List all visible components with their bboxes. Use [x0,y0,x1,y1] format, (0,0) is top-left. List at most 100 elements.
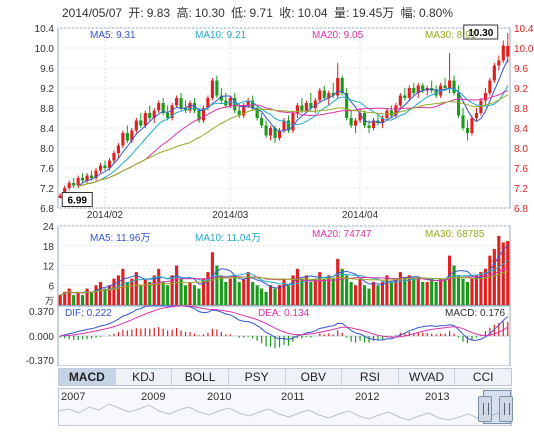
price-tick-label-left: 8.8 [40,104,54,115]
volume-bar [349,281,353,305]
candle-body [125,133,129,141]
low-value: 9.71 [249,6,273,20]
price-panel: 10.4 10.4 10.0 10.0 9.6 9.6 9.2 9.2 8.8 8.8 8.4 8.4… [35,24,534,221]
candle-body [345,93,349,118]
tab-rsi[interactable]: RSI [342,369,399,385]
candle-body [465,128,470,133]
volume-bar [269,285,273,305]
price-tick-label-left: 7.6 [40,164,54,175]
candle-body [116,145,120,153]
volume-bar [389,281,393,305]
volume-bar [286,285,291,305]
volume-bar [277,285,282,305]
close-label: 收: [279,6,295,20]
candle-body [456,93,461,116]
navigator-left-handle[interactable] [478,396,492,422]
candle-body [309,103,313,108]
price-tick-label-right: 9.2 [514,84,528,95]
change-label: 幅: [400,6,416,20]
candle-body [380,118,385,123]
volume-bar [125,281,129,305]
macd-panel: 0.370 0.000 -0.370 [26,305,510,366]
candle-body [277,130,282,138]
tab-wvad[interactable]: WVAD [399,369,456,385]
volume-bar [331,278,335,305]
tab-kdj[interactable]: KDJ [116,369,173,385]
volume-bar [264,291,268,305]
price-tick-label-right: 9.6 [514,64,528,75]
stock-chart[interactable]: 10.4 10.4 10.0 10.0 9.6 9.6 9.2 9.2 8.8 8.8 8.4 8.4… [0,0,534,366]
candle-body [219,95,223,101]
tab-obv[interactable]: OBV [286,369,343,385]
volume-bar [322,278,326,305]
tab-cci[interactable]: CCI [472,370,494,384]
volume-bar [152,275,156,305]
volume-bar [371,281,376,305]
volume-bar [492,249,496,305]
candle-body [506,46,510,57]
macd-tick-label: -0.370 [26,356,55,366]
candle-body [166,113,170,118]
candle-body [304,103,308,111]
volume-bar [183,285,188,305]
tab-macd[interactable]: MACD [59,369,116,385]
candle-body [103,165,107,168]
volume-bar [81,295,85,305]
nav-year-label: 2011 [281,391,305,403]
volume-bar [479,272,483,305]
price-ma10-line [78,85,509,187]
volume-bar [179,278,183,305]
price-tick-label-left: 10.4 [35,24,55,35]
volume-bar [304,275,308,305]
volume-bar [246,272,250,305]
candle-body [215,80,219,96]
candle-body [170,105,174,118]
volume-bar [483,268,487,305]
volume-bar [425,281,429,305]
volume-value: 19.45万 [352,6,395,20]
price-ma5-legend: MA5: 9.31 [90,30,136,41]
max-price-box [463,24,499,40]
volume-bar [421,281,425,305]
navigator-right-handle[interactable] [499,396,513,422]
x-tick-label: 2014/02 [87,210,124,221]
candle-body [130,130,134,141]
price-ma5-line [77,59,509,187]
macd-value-legend: MACD: 0.176 [445,308,506,319]
candle-body [210,80,214,98]
price-tick-label-right: 7.6 [514,164,528,175]
price-tick-label-left: 8.4 [40,124,54,135]
volume-bar [206,272,210,305]
candle-body [331,93,335,96]
volume-bar [237,281,241,305]
quote-summary: 2014/05/07 开: 9.83 高: 10.30 低: 9.71 收: 10.04… [62,4,456,21]
candle-body [63,188,67,196]
candle-body [161,103,165,113]
volume-bar [336,258,340,305]
candle-body [501,45,505,61]
tab-boll[interactable]: BOLL [172,369,229,385]
candle-body [389,110,393,116]
volume-bar [282,278,286,305]
volume-bar [340,268,344,305]
candle-body [474,113,479,118]
candle-body [251,100,255,108]
volume-bar [416,278,420,305]
volume-bar [497,235,501,305]
candle-body [398,95,402,106]
price-tick-label-left: 9.2 [40,84,54,95]
volume-bar [300,278,304,305]
candle-body [483,93,487,101]
candle-body [488,80,492,93]
volume-bar [430,278,434,305]
price-tick-label-right: 8.8 [514,104,528,115]
candle-body [206,98,210,108]
tab-psy[interactable]: PSY [229,369,286,385]
price-tick-label-right: 10.0 [514,44,534,55]
volume-bar [354,285,358,305]
volume-bar [362,285,367,305]
volume-panel: 24 18 12 6 万 [43,222,510,306]
candle-body [273,128,277,138]
x-tick-label: 2014/03 [212,210,249,221]
timeline-navigator[interactable]: 2007 2009 2010 2011 2012 2013 [58,388,513,426]
